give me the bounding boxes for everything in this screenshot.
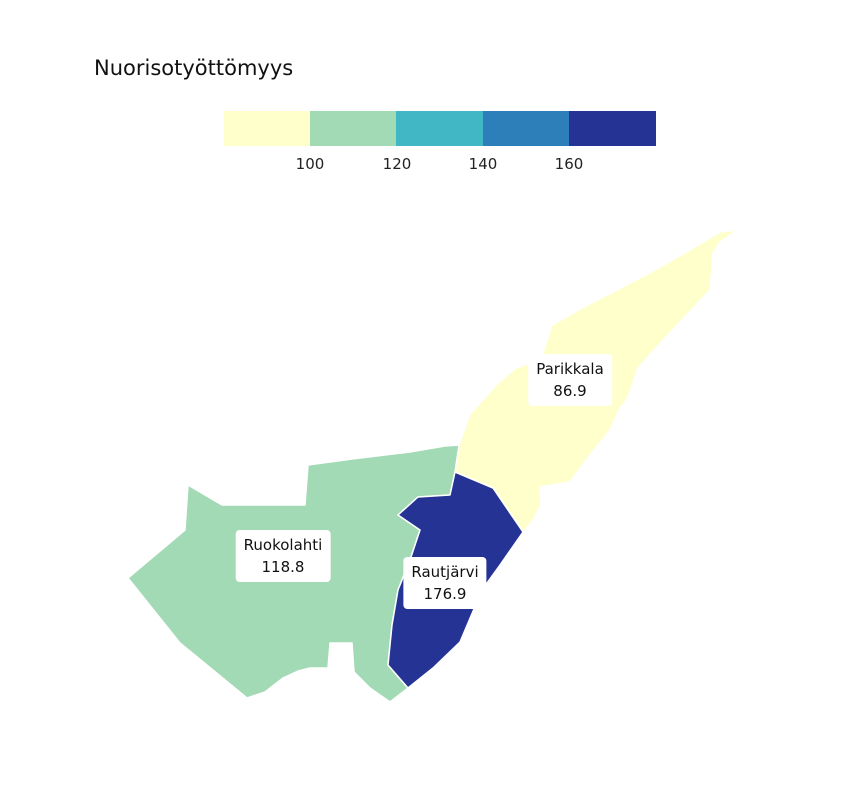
legend-bin-1: [224, 111, 311, 146]
region-value: 86.9: [553, 382, 587, 400]
region-value: 118.8: [261, 558, 305, 576]
legend-tick-100: 100: [295, 155, 325, 173]
region-name: Rautjärvi: [411, 563, 479, 581]
label-ruokolahti: Ruokolahti 118.8: [235, 530, 331, 582]
legend-bin-5: [569, 111, 656, 146]
region-name: Ruokolahti: [243, 536, 323, 554]
legend-bin-3: [396, 111, 484, 146]
region-name: Parikkala: [536, 360, 604, 378]
label-parikkala: Parikkala 86.9: [528, 354, 612, 406]
legend-tick-140: 140: [468, 155, 498, 173]
color-legend: 100 120 140 160: [224, 111, 656, 181]
region-value: 176.9: [423, 585, 467, 603]
label-rautjarvi: Rautjärvi 176.9: [403, 557, 487, 609]
legend-bin-2: [310, 111, 397, 146]
legend-bin-4: [483, 111, 570, 146]
map-title: Nuorisotyöttömyys: [94, 56, 294, 80]
legend-tick-120: 120: [382, 155, 412, 173]
legend-tick-160: 160: [554, 155, 584, 173]
